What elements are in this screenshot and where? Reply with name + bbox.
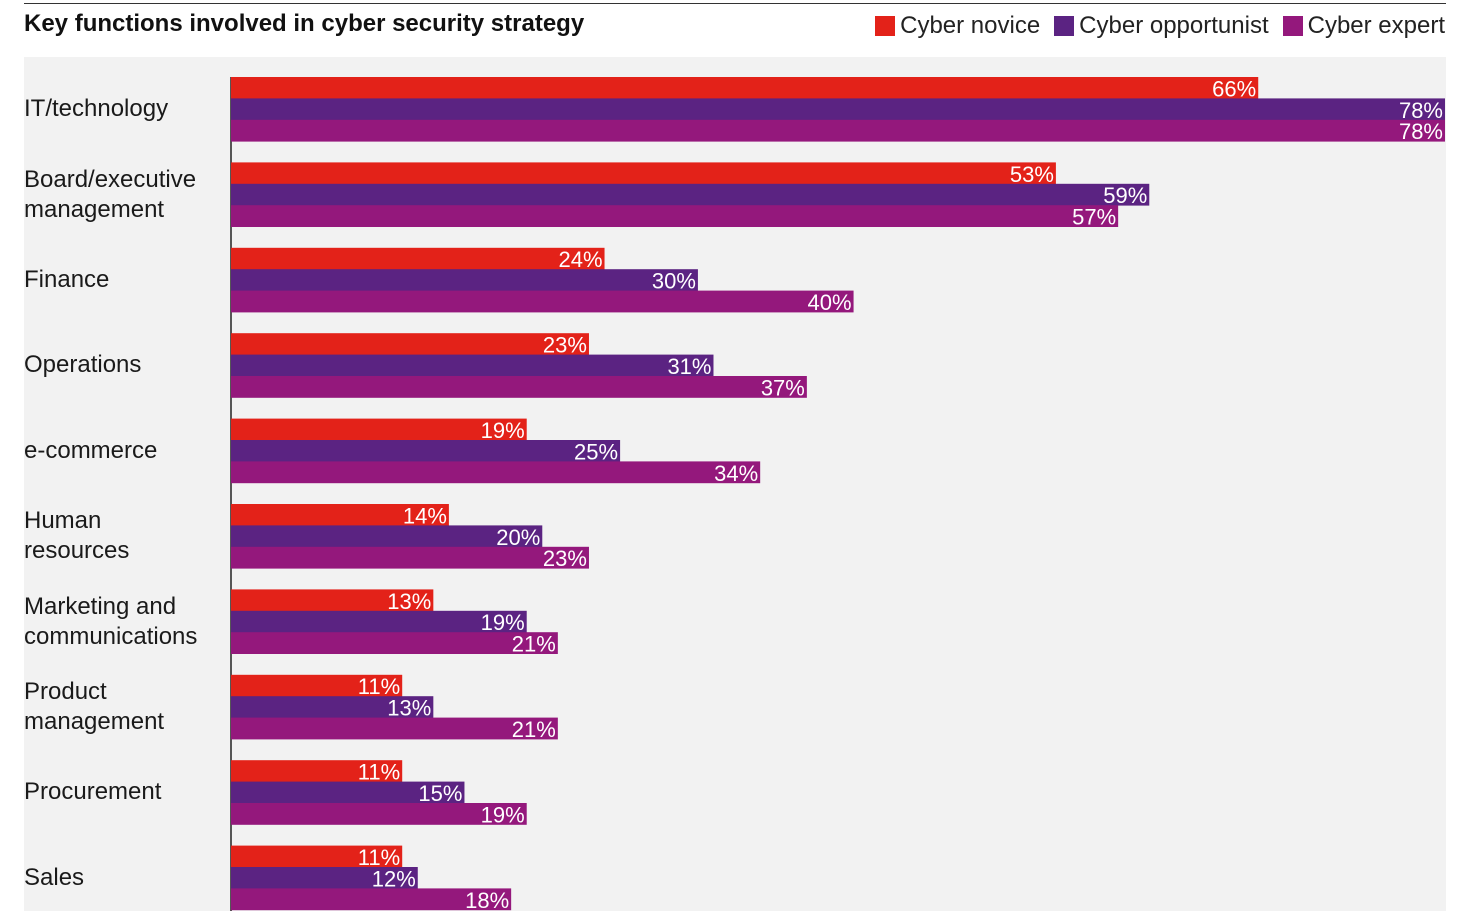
category-label: Product management xyxy=(24,677,165,735)
data-label: 15% xyxy=(418,781,462,806)
data-label: 23% xyxy=(543,546,587,571)
bar xyxy=(231,845,403,868)
top-rule xyxy=(24,3,1446,4)
bar xyxy=(231,183,1150,206)
bar xyxy=(231,696,434,718)
data-label: 59% xyxy=(1103,183,1147,208)
category-label: Finance xyxy=(24,265,110,293)
category-label: IT/technology xyxy=(24,95,169,123)
data-label: 11% xyxy=(358,845,400,870)
bar xyxy=(231,247,605,270)
category-label: Marketing and communications xyxy=(24,592,198,650)
legend-item-opportunist: Cyber opportunist xyxy=(1054,12,1269,40)
bar xyxy=(231,98,1445,121)
data-label: 34% xyxy=(714,461,758,486)
bar xyxy=(231,119,1445,142)
bar xyxy=(231,418,527,441)
data-label: 14% xyxy=(403,503,447,528)
bar xyxy=(231,589,434,612)
bar xyxy=(231,162,1056,185)
data-label: 57% xyxy=(1072,205,1116,230)
legend-swatch-novice xyxy=(875,16,896,36)
category-label: Operations xyxy=(24,351,142,379)
data-label: 13% xyxy=(387,696,431,721)
data-label: 19% xyxy=(481,418,525,443)
data-label: 18% xyxy=(465,888,509,911)
bar xyxy=(231,525,543,548)
data-label: 37% xyxy=(761,375,805,400)
bar xyxy=(231,760,403,782)
data-label: 11% xyxy=(358,760,400,785)
data-label: 21% xyxy=(512,632,556,657)
data-label: 20% xyxy=(496,525,540,550)
data-label: 25% xyxy=(574,439,618,464)
legend: Cyber novice Cyber opportunist Cyber exp… xyxy=(875,12,1445,40)
bar xyxy=(231,632,558,654)
bar xyxy=(231,546,589,569)
bar xyxy=(231,867,418,889)
data-label: 11% xyxy=(358,674,400,699)
legend-swatch-opportunist xyxy=(1054,16,1075,36)
data-label: 23% xyxy=(543,333,587,358)
bar xyxy=(231,504,449,526)
legend-label-novice: Cyber novice xyxy=(900,12,1041,39)
legend-swatch-expert xyxy=(1282,16,1303,36)
bar xyxy=(231,440,621,462)
legend-label-expert: Cyber expert xyxy=(1307,12,1445,39)
data-label: 53% xyxy=(1010,162,1054,187)
bar xyxy=(231,717,558,740)
category-label: Human resources xyxy=(24,507,130,565)
data-label: 40% xyxy=(808,290,852,315)
bar xyxy=(231,269,698,291)
data-label: 21% xyxy=(512,717,556,742)
bar xyxy=(231,354,714,377)
data-label: 31% xyxy=(667,354,711,379)
category-label: Procurement xyxy=(24,778,162,806)
data-label: 19% xyxy=(481,610,525,635)
bar xyxy=(231,376,807,398)
bar xyxy=(231,290,854,313)
category-label: Board/executive management xyxy=(24,165,197,223)
bar xyxy=(231,610,527,633)
legend-item-expert: Cyber expert xyxy=(1282,12,1445,40)
bar xyxy=(231,461,761,484)
chart-title: Key functions involved in cyber security… xyxy=(24,10,585,37)
bar xyxy=(231,77,1259,99)
category-label: e-commerce xyxy=(24,436,158,464)
category-label: Sales xyxy=(24,863,85,891)
bar xyxy=(231,333,589,355)
bar xyxy=(231,205,1119,227)
data-label: 24% xyxy=(558,247,602,272)
data-label: 30% xyxy=(652,269,696,294)
data-label: 78% xyxy=(1399,98,1443,123)
bar xyxy=(231,803,527,825)
data-label: 12% xyxy=(372,866,416,891)
data-label: 78% xyxy=(1399,119,1443,144)
data-label: 66% xyxy=(1212,76,1256,101)
bar xyxy=(231,781,465,804)
legend-item-novice: Cyber novice xyxy=(875,12,1040,40)
bar xyxy=(231,674,403,697)
data-label: 19% xyxy=(481,802,525,827)
bar xyxy=(231,888,512,911)
data-label: 13% xyxy=(387,589,431,614)
legend-label-opportunist: Cyber opportunist xyxy=(1079,12,1269,39)
